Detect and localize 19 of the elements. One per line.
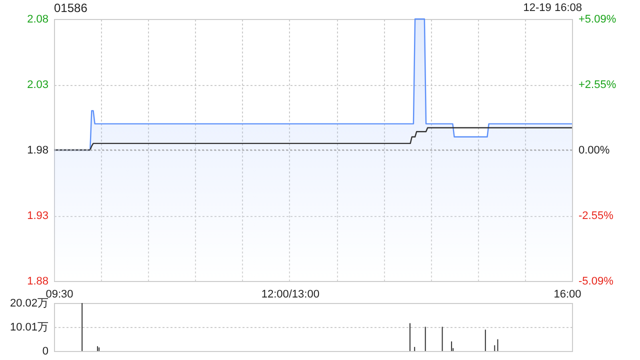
text: 12-19 16:08 (523, 2, 582, 14)
y-tick-label: 2.03 (27, 79, 48, 91)
y2-tick-label: 0.00% (578, 144, 610, 156)
y-tick-label: 0 (42, 346, 48, 358)
line-series (53, 127, 573, 151)
chart-title: 01586 (54, 1, 88, 15)
y-tick-label: 1.88 (27, 276, 48, 288)
y-tick-label: 20.02万 (10, 298, 48, 310)
x-tick-label: 16:00 (554, 288, 582, 300)
y2-tick-label: -2.55% (578, 210, 614, 222)
y2-tick-label: +2.55% (578, 78, 616, 91)
y2-tick-label: -5.09% (578, 276, 614, 288)
x-tick-label: 09:30 (46, 288, 74, 300)
y-tick-label: 2.08 (27, 14, 48, 26)
y-tick-label: 1.93 (27, 210, 48, 222)
x-tick-label: 12:00/13:00 (261, 288, 320, 300)
y-tick-label: 1.98 (27, 144, 48, 156)
y2-tick-label: +5.09% (578, 14, 616, 26)
y-tick-label: 10.01万 (10, 322, 48, 334)
